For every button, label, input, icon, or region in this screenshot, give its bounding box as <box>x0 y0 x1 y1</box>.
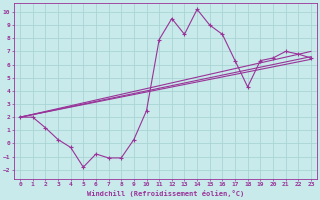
X-axis label: Windchill (Refroidissement éolien,°C): Windchill (Refroidissement éolien,°C) <box>87 190 244 197</box>
